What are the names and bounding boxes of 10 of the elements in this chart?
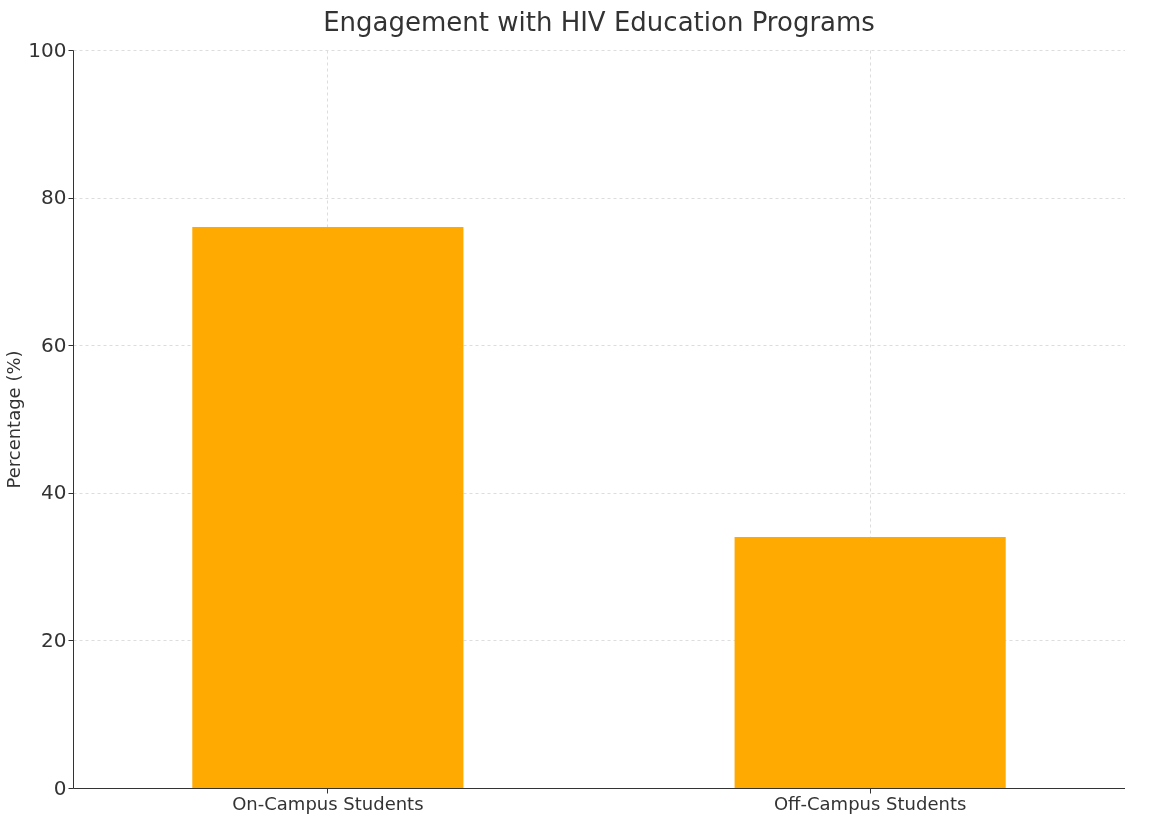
y-tick-label: 20 bbox=[41, 627, 67, 652]
y-tick-label: 80 bbox=[41, 185, 67, 210]
x-tick-label: Off-Campus Students bbox=[773, 792, 967, 814]
y-tick-label: 100 bbox=[28, 37, 67, 62]
x-tick-label: On-Campus Students bbox=[232, 792, 424, 814]
y-axis-title: Percentage (%) bbox=[3, 350, 25, 489]
y-tick-label: 60 bbox=[41, 332, 67, 357]
chart-title: Engagement with HIV Education Programs bbox=[323, 7, 875, 37]
y-tick-label: 40 bbox=[41, 480, 67, 505]
y-tick-label: 0 bbox=[53, 775, 67, 800]
